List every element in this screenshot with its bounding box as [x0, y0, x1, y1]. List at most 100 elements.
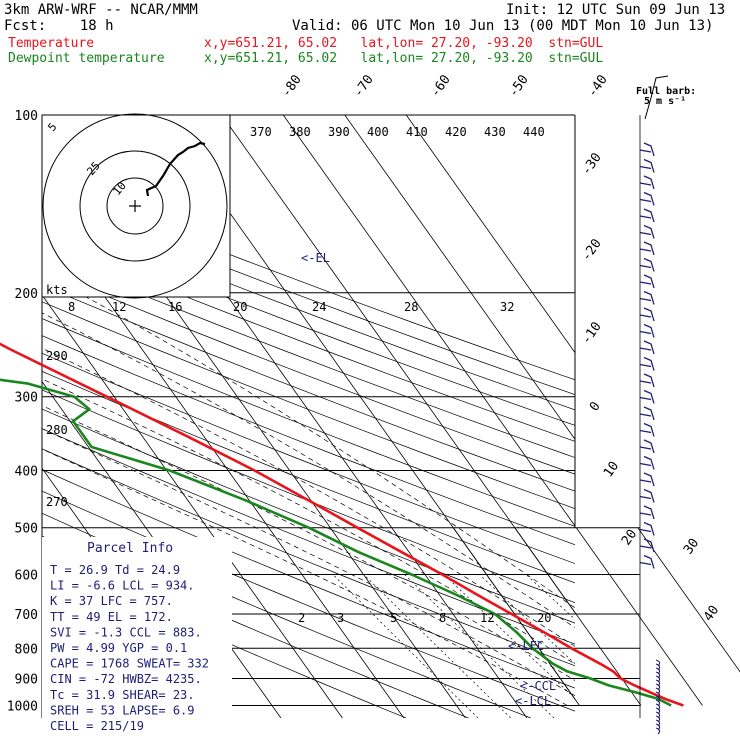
isotherm-line [405, 115, 575, 354]
theta-label: 370 [250, 125, 272, 139]
isotherm-line [0, 115, 35, 718]
full-barb-legend [644, 75, 669, 120]
parcel-info-row: Tc = 31.9 SHEAR= 23. [50, 688, 195, 702]
parcel-info-title: Parcel Info [87, 541, 173, 556]
parcel-info-row: LI = -6.6 LCL = 934. [50, 579, 195, 593]
parcel-info-row: CIN = -72 HWBZ= 4235. [50, 672, 202, 686]
temperature-location: x,y=651.21, 65.02 lat,lon= 27.20, -93.20… [204, 36, 604, 51]
mixing-ratio-label: 2 [298, 611, 305, 625]
theta-label: 400 [367, 125, 389, 139]
hodograph-speed-label: 24 [312, 300, 326, 314]
dry-adiabat-line [42, 335, 575, 546]
parcel-info-row: SREH = 53 LAPSE= 6.9 [50, 703, 195, 717]
pressure-label: 900 [15, 672, 38, 687]
barb-legend-unit: 5 m s⁻¹ [644, 96, 686, 107]
mixing-ratio-line [332, 574, 479, 718]
pressure-label: 700 [15, 608, 38, 623]
parcel-info-row: K = 37 LFC = 757. [50, 594, 173, 608]
theta-label: 430 [484, 125, 506, 139]
dry-adiabat-line [42, 370, 575, 584]
temperature-profile-line [0, 342, 684, 707]
isotherm-line [514, 527, 642, 706]
theta-label: 420 [445, 125, 467, 139]
dry-adiabat-line [42, 408, 575, 624]
wind-barb [639, 554, 655, 569]
moist-adiabat-line [42, 312, 575, 629]
wind-barb [639, 389, 655, 404]
dry-adiabat-line [42, 194, 575, 396]
wind-barb [639, 538, 655, 553]
hodograph-speed-label: 8 [68, 300, 75, 314]
wind-barb [639, 307, 655, 322]
hodograph-ring [106, 177, 164, 235]
theta-label: 440 [523, 125, 545, 139]
parcel-info-row: CAPE = 1768 SWEAT= 332 [50, 657, 209, 671]
isotherm-line [282, 115, 575, 527]
dry-adiabat-line [42, 301, 575, 509]
wind-barb [639, 373, 655, 388]
temperature-tick-label: -20 [579, 236, 605, 264]
temperature-tick-label: 10 [601, 459, 622, 480]
mixing-ratio-label: 3 [337, 611, 344, 625]
dry-adiabat-line [42, 253, 575, 458]
dry-adiabat-line [42, 352, 575, 564]
hodograph-speed-label: 20 [233, 300, 247, 314]
init-time: Init: 12 UTC Sun 09 Jun 13 [506, 2, 726, 18]
isotherm-line [344, 115, 575, 440]
theta-label: 380 [289, 125, 311, 139]
dry-adiabat-line [42, 223, 575, 426]
wind-barb [639, 439, 655, 454]
dry-adiabat-line [42, 469, 575, 689]
temperature-tick-label: 40 [701, 603, 722, 624]
moist-adiabat-line [42, 347, 575, 647]
theta-label: 390 [328, 125, 350, 139]
wind-barb [639, 472, 655, 487]
mixing-ratio-label: 12 [480, 611, 494, 625]
dry-adiabat-line [42, 389, 575, 604]
wind-barb [639, 422, 655, 437]
pressure-label: 300 [15, 391, 38, 406]
parcel-info-row: CELL = 215/19 [50, 719, 144, 733]
dewpoint-location: x,y=651.21, 65.02 lat,lon= 27.20, -93.20… [204, 51, 604, 66]
hodograph-trace [145, 141, 206, 197]
wind-barb [639, 208, 655, 223]
parcel-info-row: PW = 4.99 YGP = 0.1 [50, 641, 187, 655]
isotherm-line [637, 527, 740, 673]
dewpoint-legend: Dewpoint temperature [8, 51, 165, 66]
isotherm-line [42, 294, 343, 718]
wind-barb [639, 142, 655, 157]
dewpoint-profile-line [0, 378, 672, 707]
pressure-label: 1000 [7, 699, 38, 714]
wind-barb [639, 521, 655, 536]
pressure-label: 200 [15, 287, 38, 302]
dry-adiabat-line [42, 180, 575, 381]
el-marker-label: <-EL [301, 251, 330, 265]
temperature-tick-label: 20 [619, 527, 640, 548]
mixing-ratio-line [479, 574, 575, 665]
lcl-marker-label: <-LCL [515, 694, 551, 708]
dry-adiabat-line [42, 318, 575, 527]
pressure-label: 600 [15, 568, 38, 583]
wind-barb [639, 224, 655, 239]
temperature-tick-label: -70 [351, 72, 377, 100]
pressure-label: 800 [15, 642, 38, 657]
moist-adiabat-line [42, 428, 575, 697]
parcel-info-box [42, 537, 232, 725]
wind-barb [639, 356, 655, 371]
temperature-tick-label: -10 [579, 319, 605, 347]
wind-barb [639, 158, 655, 173]
wind-barb [639, 323, 655, 338]
wind-barb [639, 241, 655, 256]
dry-adiabat-line [42, 208, 575, 411]
hodograph-ring [42, 113, 228, 299]
wind-barb [639, 488, 655, 503]
hodograph-ring [79, 150, 191, 262]
mixing-ratio-label: 8 [439, 611, 446, 625]
temperature-tick-label: 0 [587, 399, 604, 414]
model-title: 3km ARW-WRF -- NCAR/MMM [4, 2, 198, 18]
hodograph-unit-label: kts [46, 283, 68, 297]
wind-barb [639, 455, 655, 470]
dry-adiabat-line [42, 285, 575, 492]
mixing-ratio-line [363, 574, 511, 718]
